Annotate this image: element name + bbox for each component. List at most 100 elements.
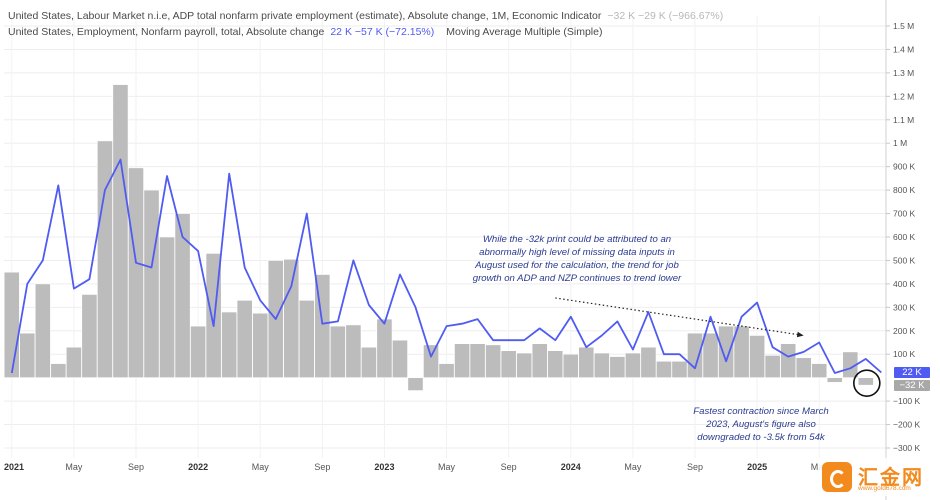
legend-adp-values: −32 K −29 K (−966.67%) [607, 10, 724, 22]
adp-bar [531, 343, 548, 378]
adp-bar [50, 363, 67, 378]
adp-bar [34, 283, 51, 378]
y-axis: 1.5 M 1.4 M 1.3 M 1.2 M 1.1 M 1 M 900 K 800 K 70… [886, 21, 921, 453]
adp-bar [687, 332, 703, 378]
annotation-line: While the -32k print could be attributed… [482, 234, 672, 245]
x-tick-label: Sep [128, 462, 144, 472]
adp-bar [469, 343, 486, 378]
adp-bar [842, 351, 859, 378]
x-tick-label: Sep [501, 462, 517, 472]
y-tick-label: 1.4 M [893, 44, 914, 54]
adp-bar [516, 352, 533, 378]
trend-arrow-line [555, 297, 804, 337]
x-tick-label: Sep [687, 462, 703, 472]
y-tick-label: 200 K [893, 326, 916, 336]
adp-bar [702, 332, 719, 378]
adp-bar [423, 344, 439, 378]
adp-bar [3, 271, 20, 378]
x-tick-label: May [252, 462, 270, 472]
adp-bar [143, 189, 160, 378]
y-tick-label: 300 K [893, 302, 916, 312]
watermark-logo-icon [822, 462, 852, 492]
adp-bar [795, 357, 812, 378]
adp-bar [547, 350, 564, 378]
y-tick-label: 1.1 M [893, 115, 914, 125]
watermark-url: www.gold678.com [858, 485, 911, 492]
x-tick-label: 2025 [747, 462, 767, 472]
y-tick-label: 1.3 M [893, 68, 914, 78]
y-tick-label: −100 K [893, 396, 921, 406]
annotation-trend-note: While the -32k print could be attributed… [452, 234, 702, 286]
adp-bar [128, 167, 144, 378]
annotation-line: growth on ADP and NZP continues to trend… [472, 272, 682, 284]
y-tick-label: −300 K [893, 443, 921, 453]
legend-adp-title: United States, Labour Market n.i.e, ADP … [8, 10, 602, 22]
annotation-line: abnormally high level of missing data in… [479, 246, 675, 258]
adp-bar [749, 335, 766, 378]
adp-bar [407, 377, 424, 391]
adp-bar [578, 346, 595, 378]
legend-nfp-values: 22 K −57 K (−72.15%) [330, 26, 435, 38]
y-tick-label: 100 K [893, 349, 916, 359]
y-tick-label: 1 M [893, 138, 907, 148]
watermark-text: 汇金网 [858, 465, 924, 489]
adp-bar [65, 346, 82, 378]
adp-bar [656, 360, 672, 378]
adp-bar [97, 140, 113, 378]
y-tick-label: 700 K [893, 209, 916, 219]
x-tick-label: 2023 [374, 462, 394, 472]
adp-bar [857, 377, 874, 386]
nfp-last-value-badge: 22 K [894, 367, 930, 378]
annotation-contraction-note: Fastest contraction since March 2023, Au… [676, 406, 846, 445]
adp-bar [454, 343, 470, 378]
x-tick-label: Sep [314, 462, 330, 472]
adp-bar [764, 355, 781, 378]
adp-bar [221, 311, 238, 378]
annotation-line: downgraded to -3.5k from 54k [697, 431, 825, 443]
annotation-line: 2023, August's figure also [706, 418, 816, 430]
x-tick-label: 2024 [561, 462, 581, 472]
annotation-line: August used for the calculation, the tre… [475, 259, 679, 271]
adp-bar [640, 346, 657, 378]
adp-bar [826, 377, 843, 383]
y-tick-label: 500 K [893, 255, 916, 265]
legend-nfp-title: United States, Employment, Nonfarm payro… [8, 26, 325, 38]
annotation-line: Fastest contraction since March [693, 406, 829, 417]
adp-bar [252, 312, 269, 378]
y-tick-label: 400 K [893, 279, 916, 289]
adp-bar [485, 344, 502, 378]
adp-bar [174, 213, 191, 378]
x-tick-label: May [624, 462, 642, 472]
x-tick-label: 2022 [188, 462, 208, 472]
x-tick-label: May [65, 462, 83, 472]
adp-last-value-badge: −32 K [894, 380, 930, 391]
adp-bar [392, 339, 408, 378]
watermark: 汇金网 www.gold678.com [818, 458, 934, 496]
legend-nfp[interactable]: United States, Employment, Nonfarm payro… [8, 26, 602, 38]
adp-bar [671, 360, 688, 378]
adp-bars [3, 84, 874, 391]
legend-adp[interactable]: United States, Labour Market n.i.e, ADP … [8, 10, 723, 22]
y-tick-label: 1.5 M [893, 21, 914, 31]
adp-bar [236, 299, 253, 378]
legend-ma-label: Moving Average Multiple (Simple) [446, 26, 603, 38]
adp-bar [609, 356, 626, 378]
nfp-line [10, 158, 882, 374]
adp-bar [811, 363, 828, 378]
y-tick-label: 600 K [893, 232, 916, 242]
x-tick-label: 2021 [4, 462, 24, 472]
adp-bar [19, 332, 36, 378]
adp-bar [624, 352, 641, 378]
adp-bar [345, 324, 362, 378]
adp-bar [500, 350, 517, 378]
adp-bar [329, 325, 346, 378]
x-axis: 2021 May Sep 2022 May Sep 2023 May Sep 2024 May Sep… [4, 462, 828, 472]
adp-bar [81, 294, 98, 378]
adp-bar [361, 346, 377, 378]
adp-bar [159, 236, 175, 378]
y-tick-label: −200 K [893, 420, 921, 430]
adp-bar [283, 258, 300, 378]
annotation-marks [555, 297, 881, 397]
